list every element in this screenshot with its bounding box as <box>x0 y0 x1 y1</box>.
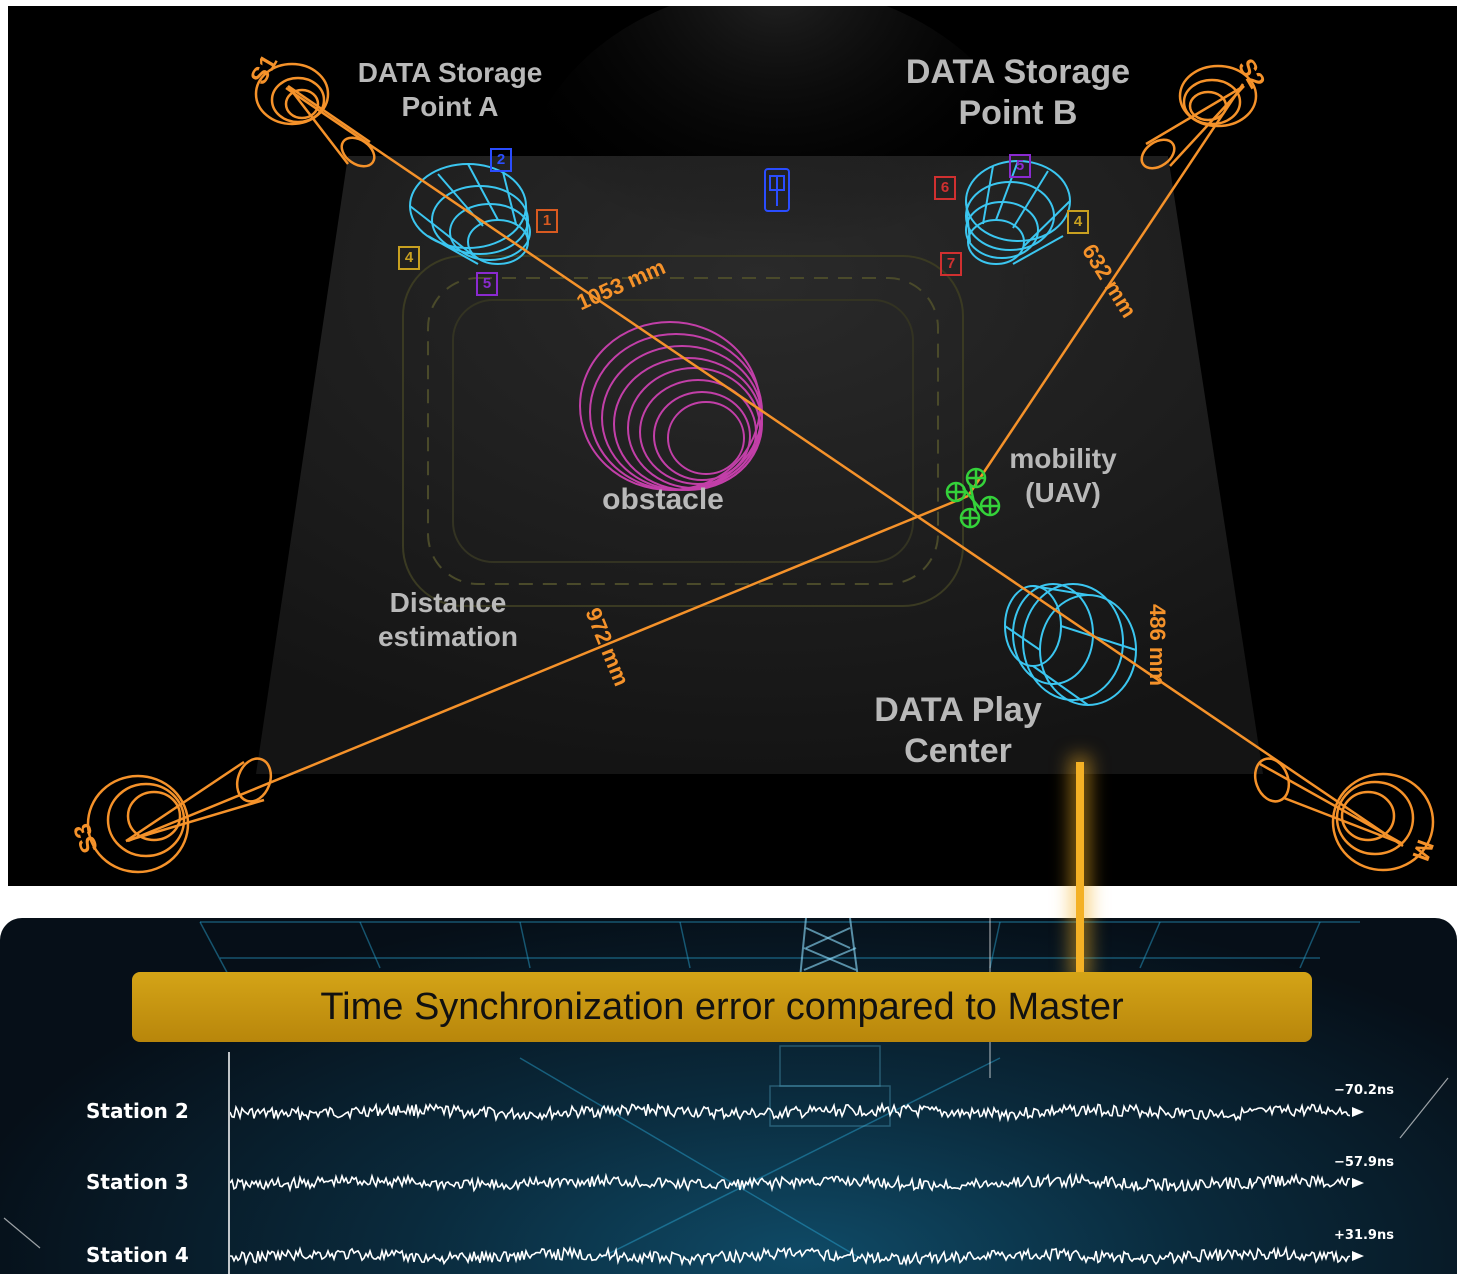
sync-banner-text: Time Synchronization error compared to M… <box>320 986 1124 1028</box>
waveform-trace <box>230 1172 1351 1193</box>
storage-b-label: DATA Storage Point B <box>905 53 1131 132</box>
station-4-waveform <box>230 1245 1364 1267</box>
waveform-arrow-icon <box>1352 1178 1364 1188</box>
uav-icon <box>945 467 1001 529</box>
marker-b-5: 5 <box>1009 154 1031 178</box>
station-4-value: +31.9ns <box>1334 1228 1394 1243</box>
panel-background <box>3 918 1449 1274</box>
marker-b-7: 7 <box>940 252 962 276</box>
waveform-arrow-icon <box>1352 1251 1364 1261</box>
marker-a-2: 2 <box>490 148 512 172</box>
track-outer <box>402 255 964 607</box>
range-beams <box>127 83 1404 848</box>
storage-b-cone <box>965 160 1071 265</box>
obstacle-rings <box>579 321 763 491</box>
station-3-label: Station 3 <box>86 1170 189 1194</box>
station-m-antenna <box>1253 757 1435 872</box>
marker-b-4: 4 <box>1067 210 1089 234</box>
station-4-label: Station 4 <box>86 1243 189 1267</box>
station-2-value: −70.2ns <box>1334 1083 1394 1098</box>
scene-graphics <box>86 6 1435 874</box>
waveform-trace <box>230 1245 1351 1267</box>
waveform-arrow-icon <box>1352 1107 1364 1117</box>
marker-b-8: 8 <box>1023 274 1045 298</box>
storage-a-cone <box>409 163 531 265</box>
station-s3-antenna <box>86 757 273 874</box>
track-inner <box>452 299 914 563</box>
mobility-label: mobility (UAV) <box>1009 443 1117 508</box>
connector-line <box>1076 762 1084 976</box>
station-s1-antenna <box>254 62 376 168</box>
sync-banner: Time Synchronization error compared to M… <box>132 972 1312 1042</box>
play-center-label: DATA Play Center <box>874 691 1042 770</box>
station-3-value: −57.9ns <box>1334 1155 1394 1170</box>
tower-icon <box>799 918 859 979</box>
distance-estimation-label: Distance estimation <box>377 587 519 652</box>
marker-a-5: 5 <box>476 272 498 296</box>
station-2-waveform <box>230 1101 1364 1123</box>
station-3-waveform <box>230 1172 1364 1193</box>
obstacle-label: obstacle <box>602 483 724 516</box>
floor-plane <box>256 156 1263 774</box>
marker-a-4: 4 <box>398 246 420 270</box>
waveform-trace <box>230 1101 1351 1123</box>
marker-a-1: 1 <box>536 209 558 233</box>
tracking-scene: 2 1 4 5 5 6 4 7 8 DATA Storage Point A D… <box>8 6 1457 886</box>
distance-m: 486 mm <box>1144 604 1170 686</box>
station-2-label: Station 2 <box>86 1099 189 1123</box>
car-marker-icon <box>764 168 790 212</box>
track-middle <box>427 277 939 585</box>
marker-b-6: 6 <box>934 176 956 200</box>
storage-a-label: DATA Storage Point A <box>357 57 543 122</box>
station-s2-antenna <box>1140 64 1258 170</box>
